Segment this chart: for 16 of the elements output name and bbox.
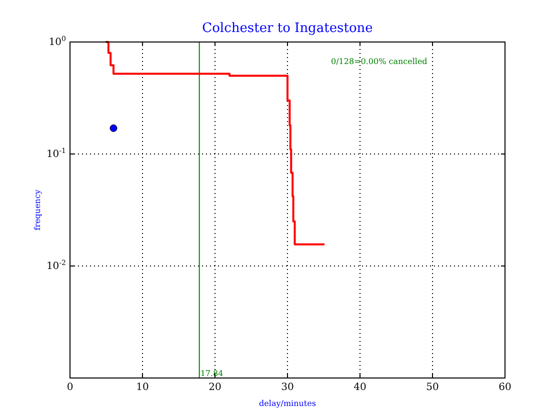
x-axis-title: delay/minutes [259,399,316,408]
chart-title: Colchester to Ingatestone [202,21,374,36]
x-tick-label: 40 [354,382,366,393]
annotation: 0/128=0.00% cancelled [331,57,428,66]
x-tick-label: 0 [66,382,74,393]
y-tick-label: 10$^{-2}$ [46,259,66,272]
x-tick-label: 60 [498,382,512,393]
x-tick-label: 10 [136,382,149,393]
ref-line-label: 17.84 [200,369,224,378]
y-tick-label: 10$^{-1}$ [46,147,66,160]
x-tick-label: 30 [281,382,294,393]
y-axis-title: frequency [33,189,42,230]
x-tick-label: 20 [208,382,222,393]
x-tick-label: 50 [426,382,439,393]
y-tick-label: 10$^{0}$ [48,35,66,48]
line-series [105,41,325,246]
